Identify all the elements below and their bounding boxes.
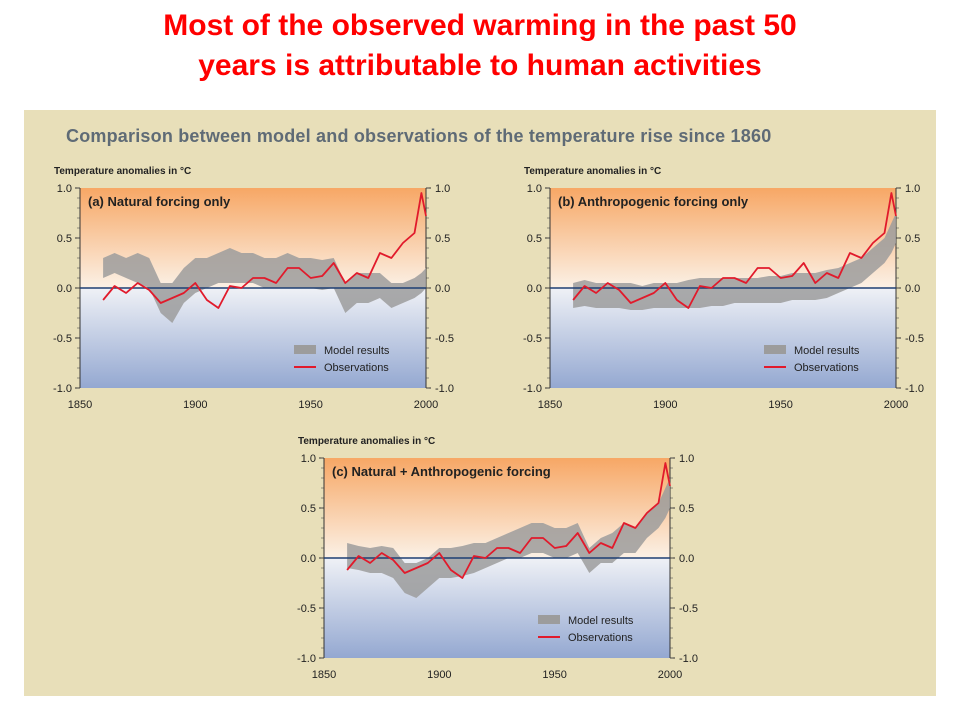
x-tick-label: 1900 [427, 669, 451, 681]
model-results-band [347, 478, 670, 598]
y-tick-label-left: 1.0 [301, 453, 316, 465]
y-tick-label-left: 0.0 [57, 283, 72, 295]
y-tick-label-left: 0.0 [301, 553, 316, 565]
y-tick-label-left: 1.0 [527, 183, 542, 195]
y-tick-label-left: 0.5 [301, 503, 316, 515]
legend-label-model: Model results [324, 345, 390, 357]
y-tick-label-right: -0.5 [905, 333, 924, 345]
y-tick-label-left: 1.0 [57, 183, 72, 195]
panel-title: Comparison between model and observation… [66, 126, 772, 146]
legend-swatch-model [764, 345, 786, 354]
y-tick-label-right: -1.0 [679, 653, 698, 665]
y-tick-label-left: 0.0 [527, 283, 542, 295]
legend-label-observations: Observations [324, 362, 389, 374]
y-tick-label-right: 0.0 [905, 283, 920, 295]
observations-line [572, 192, 897, 309]
y-axis-label: Temperature anomalies in °C [524, 166, 661, 177]
chart-b: Temperature anomalies in °C 1.0 1.0 0.5 0.5 0… [523, 166, 924, 411]
y-tick-label-right: 0.5 [679, 503, 694, 515]
y-tick-label-right: -1.0 [435, 383, 454, 395]
legend-label-observations: Observations [568, 632, 633, 644]
x-tick-label: 2000 [884, 399, 908, 411]
y-tick-label-right: 0.5 [435, 233, 450, 245]
y-tick-label-left: -0.5 [523, 333, 542, 345]
legend-swatch-model [538, 615, 560, 624]
observations-line [346, 462, 671, 579]
y-tick-label-left: 0.5 [57, 233, 72, 245]
x-tick-label: 1900 [183, 399, 207, 411]
y-tick-label-left: 0.5 [527, 233, 542, 245]
model-results-band [573, 213, 896, 310]
x-tick-label: 2000 [414, 399, 438, 411]
panel-subtitle: (c) Natural + Anthropogenic forcing [332, 464, 551, 479]
x-tick-label: 1900 [653, 399, 677, 411]
x-tick-label: 1950 [298, 399, 322, 411]
y-tick-label-right: -0.5 [679, 603, 698, 615]
y-axis-label: Temperature anomalies in °C [298, 436, 435, 447]
y-tick-label-right: 0.0 [679, 553, 694, 565]
headline-line-1: Most of the observed warming in the past… [163, 9, 797, 42]
x-tick-label: 1850 [312, 669, 336, 681]
panel-subtitle: (a) Natural forcing only [88, 194, 231, 209]
legend-swatch-model [294, 345, 316, 354]
y-tick-label-left: -1.0 [53, 383, 72, 395]
legend-label-observations: Observations [794, 362, 859, 374]
x-tick-label: 2000 [658, 669, 682, 681]
y-tick-label-right: 0.0 [435, 283, 450, 295]
y-tick-label-right: 1.0 [905, 183, 920, 195]
headline: Most of the observed warming in the past… [0, 6, 960, 86]
legend-label-model: Model results [794, 345, 860, 357]
y-tick-label-right: -1.0 [905, 383, 924, 395]
legend-label-model: Model results [568, 615, 634, 627]
y-tick-label-left: -0.5 [53, 333, 72, 345]
y-tick-label-right: 1.0 [435, 183, 450, 195]
x-tick-label: 1850 [68, 399, 92, 411]
y-tick-label-left: -1.0 [523, 383, 542, 395]
y-tick-label-left: -0.5 [297, 603, 316, 615]
model-results-band [103, 248, 426, 323]
panel-subtitle: (b) Anthropogenic forcing only [558, 194, 749, 209]
x-tick-label: 1950 [768, 399, 792, 411]
y-tick-label-left: -1.0 [297, 653, 316, 665]
x-tick-label: 1850 [538, 399, 562, 411]
x-tick-label: 1950 [542, 669, 566, 681]
headline-line-2: years is attributable to human activitie… [198, 49, 762, 82]
y-tick-label-right: 0.5 [905, 233, 920, 245]
y-axis-label: Temperature anomalies in °C [54, 166, 191, 177]
y-tick-label-right: 1.0 [679, 453, 694, 465]
y-tick-label-right: -0.5 [435, 333, 454, 345]
observations-line [102, 192, 427, 309]
chart-c: Temperature anomalies in °C 1.0 1.0 0.5 0.5 0… [297, 436, 698, 681]
chart-a: Temperature anomalies in °C 1.0 1.0 0.5 0.5 0… [53, 166, 454, 411]
